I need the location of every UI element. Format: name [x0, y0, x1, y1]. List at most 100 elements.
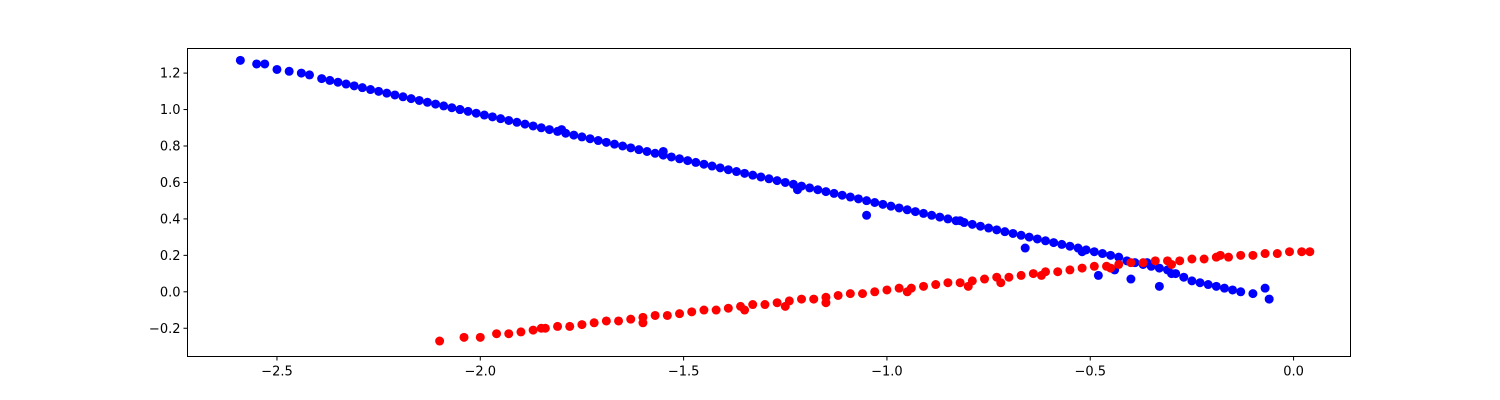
scatter-point	[487, 112, 497, 122]
scatter-point	[780, 301, 790, 311]
scatter-point	[1065, 265, 1075, 275]
scatter-point	[1041, 236, 1051, 246]
scatter-point	[1179, 272, 1189, 282]
scatter-point	[349, 81, 359, 91]
y-tick-label: 0.4	[160, 212, 181, 227]
scatter-point	[528, 325, 538, 335]
scatter-point	[589, 318, 599, 328]
scatter-point	[1053, 267, 1063, 277]
scatter-point	[902, 287, 912, 297]
series-0	[235, 55, 1274, 304]
scatter-point	[963, 281, 973, 291]
scatter-point	[260, 59, 270, 69]
y-tick-label: 0.0	[160, 285, 181, 300]
scatter-point	[805, 183, 815, 193]
scatter-point	[1114, 259, 1124, 269]
scatter-point	[862, 196, 872, 206]
scatter-point	[1032, 234, 1042, 244]
scatter-point	[557, 125, 567, 135]
scatter-point	[1211, 281, 1221, 291]
scatter-point	[1126, 274, 1136, 284]
scatter-point	[1020, 243, 1030, 253]
scatter-point	[740, 305, 750, 315]
scatter-point	[1305, 247, 1315, 257]
scatter-point	[642, 146, 652, 156]
scatter-point	[931, 280, 941, 290]
scatter-point	[666, 152, 676, 162]
scatter-point	[455, 105, 465, 115]
scatter-point	[593, 136, 603, 146]
scatter-point	[284, 66, 294, 76]
scatter-point	[691, 157, 701, 167]
scatter-point	[687, 307, 697, 317]
y-axis-ticks: −0.2 0.0 0.2 0.4 0.6 0.8 1.0 1.2	[149, 67, 188, 337]
scatter-point	[609, 139, 619, 149]
scatter-point	[317, 74, 327, 84]
scatter-point	[862, 210, 872, 220]
scatter-point	[1106, 250, 1116, 260]
scatter-point	[1008, 228, 1018, 238]
scatter-point	[520, 119, 530, 129]
scatter-point	[341, 79, 351, 89]
scatter-point	[707, 161, 717, 171]
scatter-point	[626, 143, 636, 153]
scatter-point	[1260, 249, 1270, 259]
scatter-point	[1228, 285, 1238, 295]
scatter-point	[601, 137, 611, 147]
scatter-point	[382, 88, 392, 98]
x-tick-label: −0.5	[1074, 365, 1106, 380]
scatter-point	[325, 75, 335, 85]
scatter-point	[235, 55, 245, 65]
scatter-point	[1187, 254, 1197, 264]
scatter-point	[910, 207, 920, 217]
scatter-point	[821, 298, 831, 308]
scatter-point	[675, 154, 685, 164]
scatter-point	[894, 283, 904, 293]
scatter-point	[475, 332, 485, 342]
scatter-point	[837, 190, 847, 200]
y-tick-label: 1.2	[160, 67, 181, 82]
scatter-point	[463, 106, 473, 116]
scatter-point	[1089, 261, 1099, 271]
scatter-point	[662, 310, 672, 320]
x-axis-ticks: −2.5 −2.0 −1.5 −1.0 −0.5 0.0	[261, 356, 1304, 380]
scatter-point	[780, 177, 790, 187]
scatter-point	[1093, 270, 1103, 280]
scatter-point	[471, 108, 481, 118]
scatter-point	[1154, 281, 1164, 291]
scatter-point	[1000, 227, 1010, 237]
scatter-point	[792, 185, 802, 195]
data-points	[235, 55, 1315, 346]
scatter-point	[1016, 230, 1026, 240]
scatter-point	[731, 167, 741, 177]
scatter-point	[1024, 232, 1034, 242]
scatter-point	[431, 99, 441, 109]
scatter-point	[882, 285, 892, 295]
x-tick-label: −2.5	[261, 365, 293, 380]
scatter-point	[996, 278, 1006, 288]
scatter-point	[601, 316, 611, 326]
scatter-point	[1248, 250, 1258, 260]
scatter-point	[296, 68, 306, 78]
scatter-point	[1264, 294, 1274, 304]
scatter-point	[772, 298, 782, 308]
scatter-point	[715, 163, 725, 173]
scatter-point	[935, 212, 945, 222]
y-tick-label: 0.8	[160, 140, 181, 155]
scatter-point	[1260, 283, 1270, 293]
scatter-point	[1138, 258, 1148, 268]
scatter-point	[398, 92, 408, 102]
scatter-point	[658, 146, 668, 156]
scatter-point	[1175, 256, 1185, 266]
scatter-point	[365, 85, 375, 95]
scatter-point	[829, 188, 839, 198]
scatter-point	[528, 121, 538, 131]
scatter-point	[919, 208, 929, 218]
scatter-point	[634, 145, 644, 155]
scatter-point	[512, 117, 522, 127]
scatter-point	[1036, 270, 1046, 280]
scatter-point	[1028, 269, 1038, 279]
scatter-point	[894, 203, 904, 213]
